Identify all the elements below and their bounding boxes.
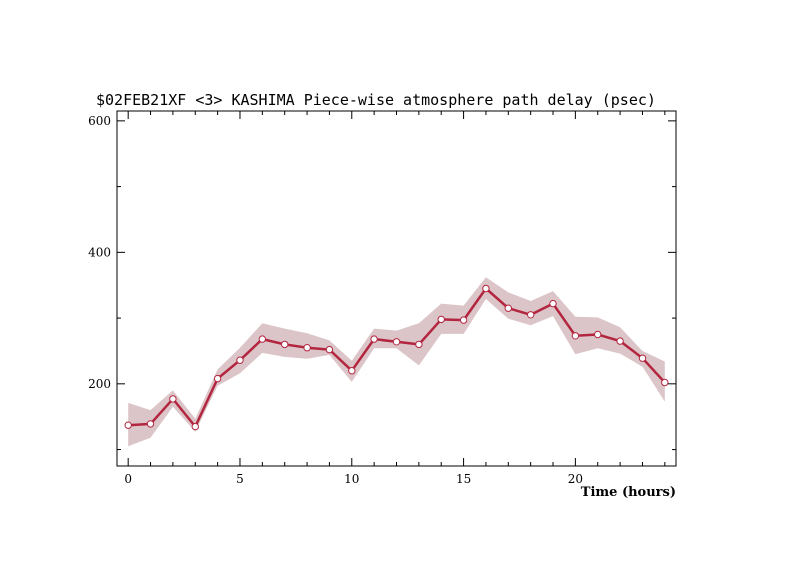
data-point	[169, 395, 177, 403]
data-point	[370, 335, 378, 343]
data-point	[191, 422, 200, 431]
data-point	[571, 332, 580, 340]
data-point-layer	[124, 284, 669, 431]
data-point	[661, 378, 669, 387]
data-point	[258, 335, 266, 343]
data-point	[392, 338, 401, 346]
uncertainty-band-layer	[128, 277, 665, 447]
data-point	[437, 315, 445, 324]
data-point	[281, 340, 289, 349]
data-point	[124, 421, 132, 429]
data-point	[415, 340, 423, 349]
y-tick-label: 200	[88, 377, 111, 391]
data-point	[348, 367, 356, 375]
x-axis-label: Time (hours)	[581, 485, 676, 500]
data-point	[594, 330, 602, 339]
data-point	[146, 420, 155, 428]
data-point	[527, 311, 535, 319]
data-point	[325, 345, 334, 354]
data-point	[303, 344, 311, 352]
data-point	[482, 284, 490, 293]
axis-tick-layer: 0 5 10 15 20 200 400 600	[88, 111, 676, 486]
data-point	[459, 316, 468, 324]
y-tick-label: 600	[88, 114, 111, 128]
data-point	[638, 354, 647, 362]
y-tick-label: 400	[88, 245, 111, 259]
x-tick-label: 20	[568, 472, 583, 486]
data-point	[504, 304, 512, 312]
x-tick-label: 0	[124, 472, 132, 486]
data-point	[213, 374, 222, 383]
x-tick-label: 5	[236, 472, 244, 486]
series-line-layer	[128, 287, 666, 428]
x-tick-label: 15	[456, 472, 471, 486]
data-point	[549, 299, 557, 308]
data-point	[236, 356, 244, 364]
uncertainty-band	[128, 277, 665, 447]
x-tick-label: 10	[344, 472, 359, 486]
chart-title: $02FEB21XF <3> KASHIMA Piece-wise atmosp…	[96, 91, 656, 109]
data-point	[616, 337, 624, 345]
series-line	[128, 287, 666, 428]
